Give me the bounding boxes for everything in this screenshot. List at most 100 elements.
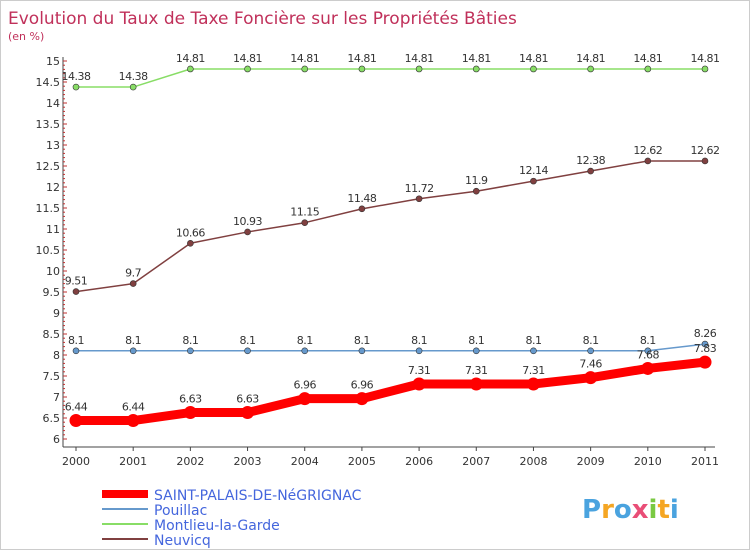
data-point-montlieu: [472, 65, 480, 73]
proxiti-letter: r: [601, 495, 614, 525]
y-tick-label: 10: [46, 265, 60, 278]
data-label-pouillac: 8.1: [297, 334, 313, 347]
data-label-neuvicq: 12.38: [576, 154, 605, 167]
series-line-neuvicq: [75, 160, 705, 293]
data-label-montlieu: 14.81: [691, 52, 720, 65]
data-label-saint-palais: 7.68: [637, 348, 660, 361]
data-label-saint-palais: 7.31: [408, 364, 431, 377]
data-label-neuvicq: 10.93: [233, 215, 262, 228]
data-label-neuvicq: 12.14: [519, 164, 548, 177]
data-point-neuvicq: [358, 205, 366, 213]
data-label-pouillac: 8.1: [411, 334, 427, 347]
y-tick-label: 9: [53, 307, 60, 320]
data-label-saint-palais: 7.46: [579, 358, 602, 371]
data-label-saint-palais: 6.44: [65, 401, 88, 414]
data-label-saint-palais: 6.63: [179, 393, 202, 406]
data-point-saint-palais: [241, 406, 255, 420]
data-point-montlieu: [358, 65, 366, 73]
data-point-neuvicq: [530, 177, 537, 185]
data-label-montlieu: 14.81: [462, 52, 491, 65]
data-label-neuvicq: 12.62: [691, 144, 720, 157]
data-point-saint-palais: [126, 414, 140, 428]
x-tick-label: 2007: [462, 455, 490, 468]
x-tick-label: 2002: [176, 455, 204, 468]
data-label-montlieu: 14.81: [519, 52, 548, 65]
data-point-saint-palais: [698, 355, 712, 369]
data-label-pouillac: 8.1: [640, 334, 656, 347]
data-label-montlieu: 14.81: [576, 52, 605, 65]
data-point-saint-palais: [412, 377, 426, 391]
data-point-pouillac: [129, 347, 137, 355]
data-point-montlieu: [644, 65, 652, 73]
data-point-neuvicq: [187, 239, 194, 247]
y-tick-label: 6: [53, 433, 60, 446]
data-label-saint-palais: 7.31: [522, 364, 545, 377]
y-tick-label: 15: [46, 55, 60, 68]
proxiti-letter: x: [632, 495, 649, 525]
data-point-pouillac: [358, 347, 366, 355]
data-point-montlieu: [587, 65, 594, 73]
chart-title: Evolution du Taux de Taxe Foncière sur l…: [8, 9, 517, 29]
data-point-pouillac: [301, 347, 309, 355]
proxiti-logo-text: Proxiti: [582, 495, 679, 525]
data-label-saint-palais: 6.44: [122, 401, 145, 414]
axes: 6 6.5 7 7.5 8 8.5 9 9.5 10 10.5 11 11.5 12 12.5 13 13.5…: [36, 55, 720, 468]
y-tick-label: 7.5: [43, 370, 61, 383]
data-label-pouillac: 8.1: [354, 334, 370, 347]
data-label-neuvicq: 11.72: [405, 182, 434, 195]
y-tick-label: 12: [46, 181, 60, 194]
x-tick-label: 2004: [291, 455, 319, 468]
proxiti-letter: P: [582, 495, 601, 525]
data-label-pouillac: 8.1: [525, 334, 541, 347]
data-label-saint-palais: 6.96: [351, 379, 374, 392]
data-point-neuvicq: [587, 167, 594, 175]
series-layer: [69, 65, 712, 428]
x-tick-label: 2001: [119, 455, 147, 468]
y-tick-label: 14: [46, 97, 60, 110]
proxiti-letter: t: [657, 495, 669, 525]
y-tick-label: 8: [53, 349, 60, 362]
data-label-pouillac: 8.1: [125, 334, 141, 347]
data-label-saint-palais: 7.31: [465, 364, 488, 377]
x-tick-label: 2010: [634, 455, 662, 468]
data-label-saint-palais: 7.83: [694, 342, 717, 355]
data-point-saint-palais: [183, 406, 197, 420]
data-point-neuvicq: [129, 280, 137, 287]
data-point-neuvicq: [244, 228, 251, 236]
data-point-montlieu: [244, 65, 251, 73]
data-point-saint-palais: [69, 414, 83, 428]
data-point-neuvicq: [472, 187, 480, 195]
data-label-neuvicq: 11.48: [347, 192, 376, 205]
data-point-saint-palais: [641, 361, 655, 375]
data-point-saint-palais: [469, 377, 483, 391]
data-point-montlieu: [187, 65, 194, 73]
data-label-saint-palais: 6.63: [236, 393, 259, 406]
data-label-montlieu: 14.81: [290, 52, 319, 65]
y-tick-label: 11: [46, 223, 60, 236]
data-point-montlieu: [415, 65, 423, 73]
proxiti-logo: Proxiti: [582, 495, 679, 525]
data-label-pouillac: 8.1: [182, 334, 198, 347]
x-tick-label: 2005: [348, 455, 376, 468]
data-label-montlieu: 14.81: [405, 52, 434, 65]
x-tick-label: 2003: [234, 455, 262, 468]
y-tick-label: 7: [53, 391, 60, 404]
series-line-pouillac: [76, 343, 706, 352]
data-point-pouillac: [644, 347, 652, 355]
data-point-pouillac: [587, 347, 594, 355]
data-label-pouillac: 8.1: [240, 334, 256, 347]
data-label-neuvicq: 9.51: [65, 275, 88, 288]
legend-label-saint-palais: SAINT-PALAIS-DE-NéGRIGNAC: [154, 488, 362, 504]
data-label-montlieu: 14.81: [347, 52, 376, 65]
data-label-montlieu: 14.38: [62, 70, 91, 83]
data-point-pouillac: [530, 347, 537, 355]
data-point-saint-palais: [298, 392, 312, 406]
x-tick-label: 2008: [519, 455, 547, 468]
data-label-saint-palais: 6.96: [293, 379, 316, 392]
data-label-montlieu: 14.81: [176, 52, 205, 65]
data-point-montlieu: [530, 65, 537, 73]
series-line-saint-palais: [76, 357, 706, 426]
y-tick-label: 9.5: [43, 286, 61, 299]
